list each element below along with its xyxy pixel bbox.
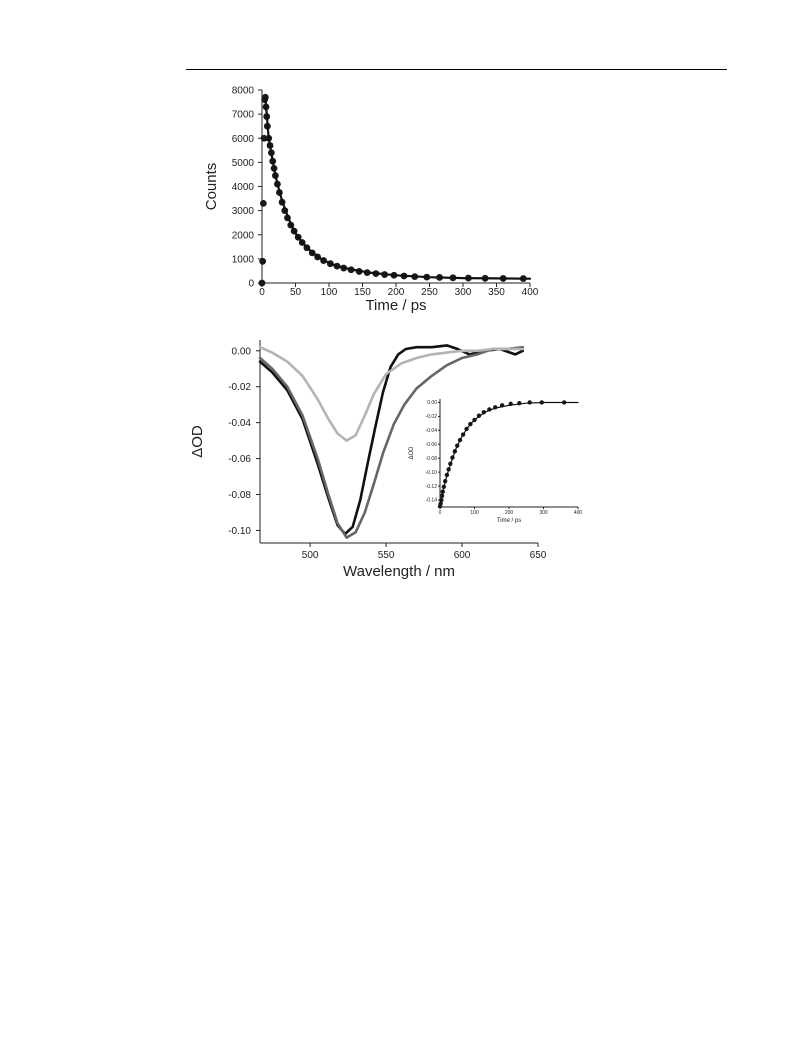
transient-series-line-1	[258, 344, 525, 536]
inset-x-tick-label: 400	[574, 510, 583, 516]
decay-data-point	[260, 134, 268, 142]
chart-inset: 0 100 200 300 400 0.00 -0.02 -0.04 -0.06 -0.08 -0.…	[409, 399, 582, 524]
transient-y-tick-label: -0.02	[228, 382, 251, 393]
transient-x-axis-title: Wavelength / nm	[343, 563, 455, 580]
inset-y-tick-label: -0.06	[426, 442, 438, 448]
inset-x-tick-label: 0	[439, 510, 442, 516]
decay-y-tick-label: 5000	[232, 158, 255, 169]
inset-y-tick-label: -0.14	[426, 498, 438, 504]
decay-y-tick-label: 3000	[232, 206, 255, 217]
decay-x-tick-label: 100	[321, 287, 338, 298]
decay-y-tick-label: 1000	[232, 254, 255, 265]
inset-x-tick-label: 300	[539, 510, 548, 516]
decay-data-point	[259, 257, 267, 265]
decay-fit-line	[264, 97, 532, 280]
decay-x-tick-label: 250	[421, 287, 438, 298]
decay-y-tick-label: 2000	[232, 230, 255, 241]
transient-y-tick-label: -0.06	[228, 454, 251, 465]
decay-x-tick-label: 50	[290, 287, 302, 298]
inset-fit-line	[439, 401, 579, 507]
transient-y-tick-label: -0.10	[228, 526, 251, 537]
decay-y-tick-label: 8000	[232, 86, 255, 97]
inset-y-tick-label: -0.10	[426, 470, 438, 476]
decay-x-tick-label: 400	[522, 287, 539, 298]
decay-data-point	[259, 199, 267, 207]
transient-x-tick-label: 500	[302, 550, 319, 561]
inset-y-tick-label: -0.08	[426, 456, 438, 462]
transient-y-axis-title: ΔOD	[189, 425, 206, 458]
decay-x-tick-label: 350	[488, 287, 505, 298]
decay-y-tick-label: 0	[248, 279, 254, 290]
chart-decay: 0 50 100 150 200 250 300 350 4000100020003000400…	[203, 86, 539, 315]
inset-y-tick-label: -0.12	[426, 484, 438, 490]
inset-y-axis-title: ΔOD	[409, 446, 415, 460]
transient-series-line-2	[258, 345, 525, 539]
transient-y-tick-label: -0.08	[228, 490, 251, 501]
decay-x-tick-label: 150	[354, 287, 371, 298]
decay-y-axis-title: Counts	[203, 163, 220, 211]
decay-x-tick-label: 200	[388, 287, 405, 298]
transient-y-tick-label: 0.00	[232, 346, 252, 357]
transient-series-line-3	[258, 345, 525, 442]
inset-y-tick-label: 0.00	[427, 400, 437, 406]
transient-x-tick-label: 550	[378, 550, 395, 561]
inset-y-tick-label: -0.04	[426, 428, 438, 434]
decay-x-axis-title: Time / ps	[365, 297, 426, 314]
decay-data-point	[261, 93, 269, 101]
decay-y-tick-label: 6000	[232, 134, 255, 145]
inset-x-axis-title: Time / ps	[497, 518, 521, 524]
header-rule	[186, 69, 727, 70]
inset-y-tick-label: -0.02	[426, 414, 438, 420]
transient-y-tick-label: -0.04	[228, 418, 251, 429]
decay-y-tick-label: 7000	[232, 110, 255, 121]
decay-x-tick-label: 300	[455, 287, 472, 298]
chart-transient: 500 550 600 650 0.00 -0.02 -0.04 -0.06 -0.08 -0.1…	[189, 340, 547, 580]
decay-y-tick-label: 4000	[232, 182, 255, 193]
inset-x-tick-label: 200	[505, 510, 514, 516]
transient-x-tick-label: 650	[530, 550, 547, 561]
inset-x-tick-label: 100	[470, 510, 479, 516]
decay-x-tick-label: 0	[259, 287, 265, 298]
transient-x-tick-label: 600	[454, 550, 471, 561]
decay-data-point	[258, 279, 266, 287]
